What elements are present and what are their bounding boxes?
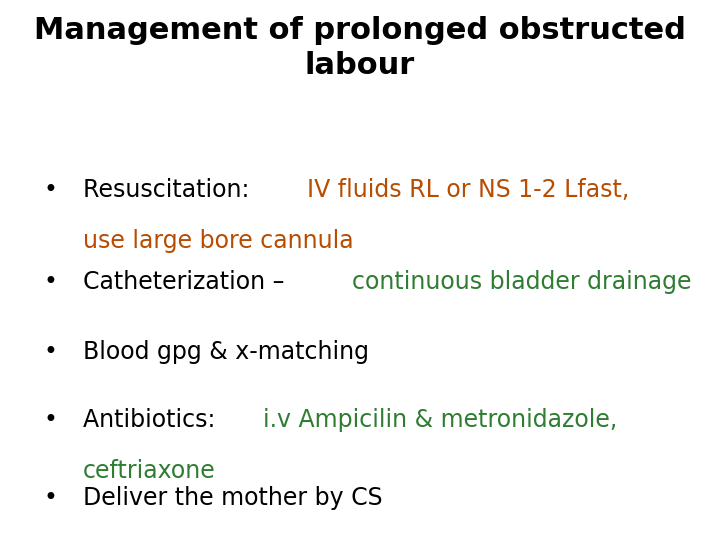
Text: Resuscitation:: Resuscitation: bbox=[83, 178, 256, 202]
Text: •: • bbox=[43, 486, 57, 510]
Text: i.v Ampicilin & metronidazole,: i.v Ampicilin & metronidazole, bbox=[264, 408, 618, 431]
Text: •: • bbox=[43, 408, 57, 431]
Text: IV fluids RL or NS 1-2 Lfast,: IV fluids RL or NS 1-2 Lfast, bbox=[307, 178, 629, 202]
Text: •: • bbox=[43, 340, 57, 364]
Text: continuous bladder drainage: continuous bladder drainage bbox=[352, 270, 692, 294]
Text: Blood gpg & x-matching: Blood gpg & x-matching bbox=[83, 340, 369, 364]
Text: use large bore cannula: use large bore cannula bbox=[83, 230, 354, 253]
Text: Antibiotics:: Antibiotics: bbox=[83, 408, 222, 431]
Text: •: • bbox=[43, 178, 57, 202]
Text: Management of prolonged obstructed
labour: Management of prolonged obstructed labou… bbox=[34, 16, 686, 80]
Text: ceftriaxone: ceftriaxone bbox=[83, 459, 215, 483]
Text: Deliver the mother by CS: Deliver the mother by CS bbox=[83, 486, 382, 510]
Text: Catheterization –: Catheterization – bbox=[83, 270, 292, 294]
Text: •: • bbox=[43, 270, 57, 294]
